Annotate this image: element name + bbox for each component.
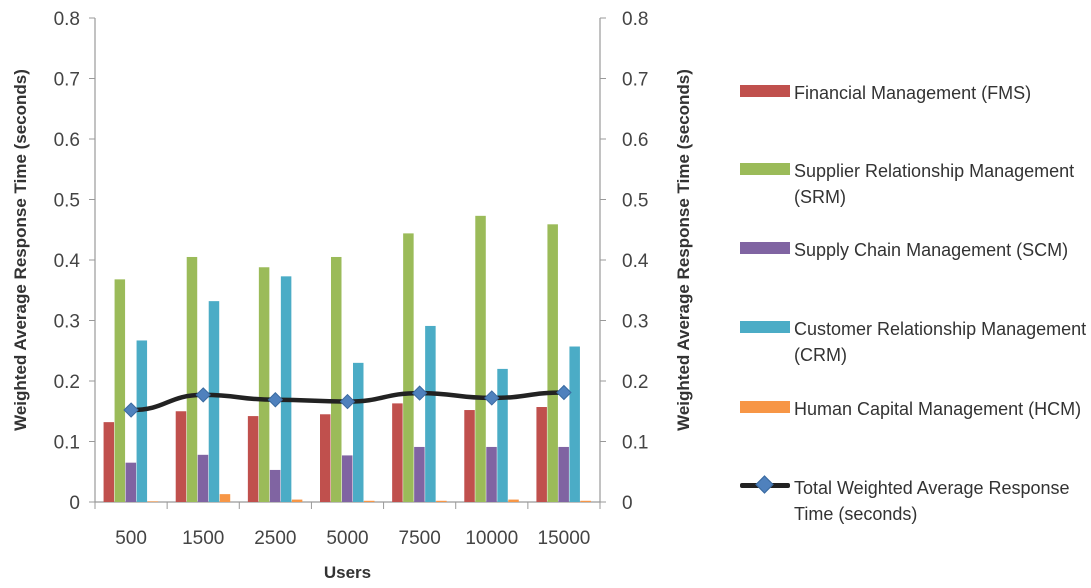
bar <box>247 416 259 502</box>
legend-swatch-crm <box>740 321 790 333</box>
bar <box>291 499 303 502</box>
bar <box>464 410 475 502</box>
y-axis-title-left: Weighted Average Response Time (seconds) <box>11 69 30 431</box>
bar <box>175 411 187 502</box>
bar <box>547 224 558 502</box>
x-tick-label: 2500 <box>254 528 296 549</box>
legend-label-scm: Supply Chain Management (SCM) <box>794 240 1069 260</box>
bar <box>414 446 425 502</box>
legend-label-hcm: Human Capital Management (HCM) <box>794 399 1082 419</box>
legend-swatch-srm <box>740 163 790 175</box>
legend-label-fms: Financial Management (FMS) <box>794 83 1032 103</box>
bar <box>320 414 331 502</box>
total-marker <box>556 384 572 401</box>
bar <box>197 454 209 502</box>
bar <box>136 340 148 502</box>
y-tick-label-left: 0.6 <box>54 130 80 151</box>
y-tick-label-right: 0.1 <box>622 433 648 454</box>
legend-item-hcm: Human Capital Management (HCM) <box>740 396 1089 422</box>
legend-swatch-hcm <box>740 401 790 413</box>
y-tick-label-right: 0.2 <box>622 372 648 393</box>
bar <box>475 215 486 502</box>
legend-item-scm: Supply Chain Management (SCM) <box>740 237 1089 263</box>
bar <box>186 256 198 502</box>
bar <box>436 500 447 502</box>
bar <box>497 368 508 502</box>
bar <box>364 500 375 502</box>
y-tick-label-left: 0.4 <box>54 251 81 272</box>
total-marker <box>267 392 284 408</box>
y-tick-label-left: 0.8 <box>54 9 80 30</box>
x-tick-label: 7500 <box>399 528 441 549</box>
y-tick-label-left: 0 <box>69 493 80 514</box>
y-tick-label-right: 0.8 <box>622 9 648 30</box>
y-tick-label-left: 0.7 <box>54 70 80 91</box>
y-tick-label-right: 0.3 <box>622 312 648 333</box>
x-axis-title: Users <box>324 563 371 582</box>
x-tick-label: 10000 <box>465 528 518 549</box>
legend-item-fms: Financial Management (FMS) <box>740 80 1089 106</box>
total-marker <box>411 385 428 401</box>
y-tick-label-right: 0.6 <box>622 130 648 151</box>
bar <box>280 276 292 502</box>
total-marker <box>123 402 139 418</box>
legend-label-srm: Supplier Relationship Management (SRM) <box>794 161 1075 207</box>
bar <box>425 325 436 502</box>
y-tick-label-right: 0 <box>622 493 633 514</box>
y-tick-label-left: 0.3 <box>54 312 80 333</box>
bar <box>331 256 342 502</box>
bar <box>125 462 137 502</box>
diamond-marker-icon <box>755 475 774 494</box>
legend-swatch-fms <box>740 85 790 97</box>
bar <box>508 499 519 502</box>
x-tick-label: 5000 <box>326 528 368 549</box>
bar <box>536 407 547 502</box>
y-axis-title-right: Weighted Average Response Time (seconds) <box>674 69 693 431</box>
legend-swatch-scm <box>740 242 790 254</box>
bar <box>103 422 115 502</box>
x-tick-label: 500 <box>115 528 147 549</box>
bar <box>114 279 126 502</box>
y-tick-label-right: 0.7 <box>622 70 648 91</box>
bar <box>147 501 159 502</box>
bar <box>258 267 270 502</box>
legend-item-total: Total Weighted Average Response Time (se… <box>740 475 1089 527</box>
bar <box>580 500 591 502</box>
total-marker <box>484 390 500 406</box>
x-tick-label: 15000 <box>538 528 591 549</box>
y-tick-label-right: 0.5 <box>622 191 648 212</box>
total-marker <box>195 387 211 403</box>
bar <box>486 446 497 502</box>
bar <box>558 446 569 502</box>
legend: Financial Management (FMS) Supplier Rela… <box>740 0 1090 583</box>
legend-item-srm: Supplier Relationship Management (SRM) <box>740 158 1089 210</box>
x-tick-label: 1500 <box>182 528 224 549</box>
bar <box>269 469 281 502</box>
bar <box>342 455 353 502</box>
total-marker <box>339 393 356 410</box>
bar <box>353 362 364 502</box>
y-tick-label-right: 0.4 <box>622 251 649 272</box>
bar <box>208 301 220 502</box>
y-tick-label-left: 0.5 <box>54 191 80 212</box>
y-tick-label-left: 0.2 <box>54 372 80 393</box>
legend-label-crm: Customer Relationship Management (CRM) <box>794 319 1087 365</box>
legend-item-crm: Customer Relationship Management (CRM) <box>740 316 1089 368</box>
y-tick-label-left: 0.1 <box>54 433 80 454</box>
bar <box>392 403 403 502</box>
bar <box>219 494 231 502</box>
legend-line-total <box>740 475 790 497</box>
bar <box>403 233 414 502</box>
bar <box>569 346 580 502</box>
legend-label-total: Total Weighted Average Response Time (se… <box>794 478 1070 524</box>
